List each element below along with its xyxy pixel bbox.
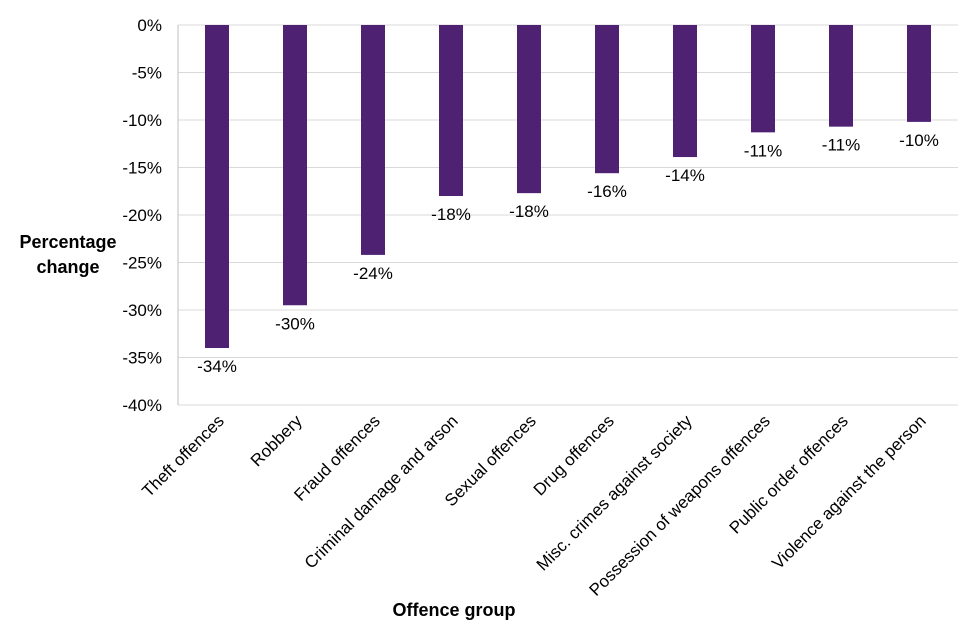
x-category-label: Criminal damage and arson xyxy=(301,411,462,572)
bar xyxy=(829,25,853,127)
bar xyxy=(673,25,697,158)
data-label: -30% xyxy=(275,314,315,333)
gridlines xyxy=(178,24,958,406)
data-label: -11% xyxy=(744,141,782,160)
bar xyxy=(205,25,229,348)
bar xyxy=(361,25,385,255)
y-axis-title-line-2: change xyxy=(36,257,99,277)
y-axis-tick-labels: 0% -5% -10% -15% -20% -25% -30% -35% -40% xyxy=(122,16,162,415)
data-label: -11% xyxy=(822,136,860,155)
y-tick-label: -20% xyxy=(122,206,162,225)
data-label: -18% xyxy=(431,205,471,224)
y-axis-title-line-1: Percentage xyxy=(19,232,116,252)
x-axis-title: Offence group xyxy=(392,600,515,620)
y-tick-label: -25% xyxy=(122,254,162,273)
data-label: -10% xyxy=(899,131,939,150)
y-tick-label: -5% xyxy=(132,64,162,83)
data-labels: -34% -30% -24% -18% -18% -16% -14% -11% -11% -10% xyxy=(197,131,939,376)
x-category-label: Misc. crimes against society xyxy=(533,411,696,574)
data-label: -18% xyxy=(509,202,549,221)
data-label: -16% xyxy=(587,182,627,201)
bar xyxy=(439,25,463,196)
y-tick-label: -30% xyxy=(122,301,162,320)
data-label: -14% xyxy=(665,166,705,185)
bar xyxy=(595,25,619,174)
x-category-label: Robbery xyxy=(247,411,306,470)
data-label: -24% xyxy=(353,264,393,283)
y-tick-label: -35% xyxy=(122,349,162,368)
y-tick-label: -10% xyxy=(122,111,162,130)
y-tick-label: -40% xyxy=(122,396,162,415)
y-tick-label: 0% xyxy=(137,16,162,35)
x-category-label: Drug offences xyxy=(530,411,618,499)
bar xyxy=(751,25,775,133)
bar xyxy=(517,25,541,194)
bar xyxy=(907,25,931,122)
x-category-label: Violence against the person xyxy=(768,411,930,573)
bars xyxy=(205,25,931,348)
data-label: -34% xyxy=(197,357,237,376)
x-category-label: Theft offences xyxy=(138,411,227,500)
bar xyxy=(283,25,307,306)
y-tick-label: -15% xyxy=(122,159,162,178)
